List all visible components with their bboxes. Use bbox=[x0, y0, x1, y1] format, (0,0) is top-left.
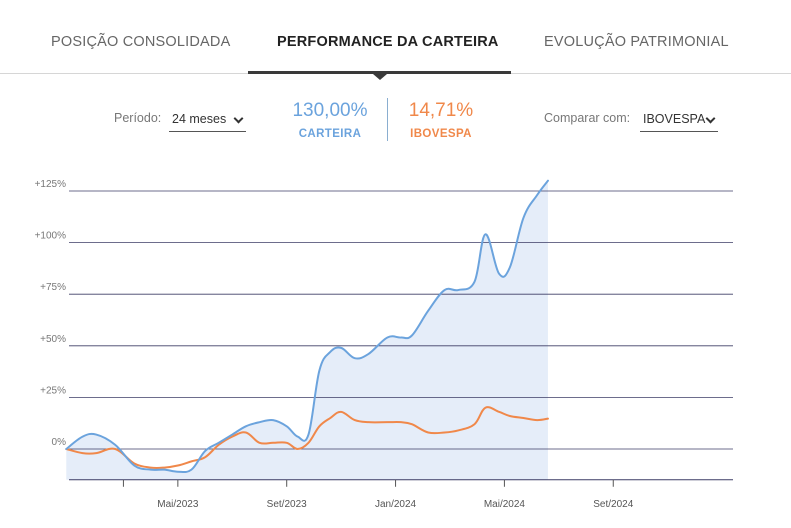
metric-divider bbox=[387, 98, 388, 141]
y-tick-label: 0% bbox=[52, 437, 67, 448]
benchmark-return-value: 14,71% bbox=[408, 100, 474, 121]
y-tick-label: +100% bbox=[35, 231, 67, 242]
y-tick-label: +25% bbox=[40, 385, 66, 396]
chart-labels: +125% +100% +75% +50% +25% 0% Mai/2023 Set/2023… bbox=[35, 179, 634, 510]
series-line-ibovespa bbox=[65, 406, 549, 470]
tab-bar: POSIÇÃO CONSOLIDADA PERFORMANCE DA CARTE… bbox=[0, 0, 791, 80]
active-tab-caret bbox=[373, 74, 387, 80]
benchmark-return-label: IBOVESPA bbox=[410, 128, 472, 140]
compare-select[interactable]: IBOVESPA bbox=[640, 108, 718, 132]
portfolio-metric: 130,00% CARTEIRA bbox=[283, 100, 377, 140]
tab-evolucao-patrimonial[interactable]: EVOLUÇÃO PATRIMONIAL bbox=[544, 34, 729, 50]
portfolio-return-label: CARTEIRA bbox=[298, 128, 362, 140]
chart-area bbox=[66, 180, 548, 480]
portfolio-return-value: 130,00% bbox=[292, 100, 368, 121]
benchmark-metric: 14,71% IBOVESPA bbox=[398, 100, 484, 140]
active-tab-indicator bbox=[248, 71, 511, 74]
chart-lines bbox=[65, 179, 549, 474]
period-select-value: 24 meses bbox=[172, 112, 227, 126]
period-label: Período: bbox=[114, 111, 162, 125]
x-tick-label: Set/2023 bbox=[267, 499, 307, 510]
chart-gridlines bbox=[69, 190, 733, 487]
series-area-carteira bbox=[66, 180, 548, 480]
tab-performance-da-carteira[interactable]: PERFORMANCE DA CARTEIRA bbox=[277, 34, 499, 50]
x-tick-label: Set/2024 bbox=[593, 499, 633, 510]
x-tick-label: Mai/2024 bbox=[484, 499, 526, 510]
y-tick-label: +50% bbox=[40, 334, 66, 345]
series-line-carteira bbox=[65, 179, 549, 474]
compare-select-value: IBOVESPA bbox=[643, 112, 706, 126]
x-tick-label: Mai/2023 bbox=[157, 499, 199, 510]
compare-label: Comparar com: bbox=[544, 111, 631, 125]
tab-posicao-consolidada[interactable]: POSIÇÃO CONSOLIDADA bbox=[51, 34, 231, 50]
y-tick-label: +75% bbox=[40, 282, 66, 293]
y-tick-label: +125% bbox=[35, 179, 67, 190]
x-tick-label: Jan/2024 bbox=[375, 499, 417, 510]
period-select[interactable]: 24 meses bbox=[169, 108, 246, 132]
